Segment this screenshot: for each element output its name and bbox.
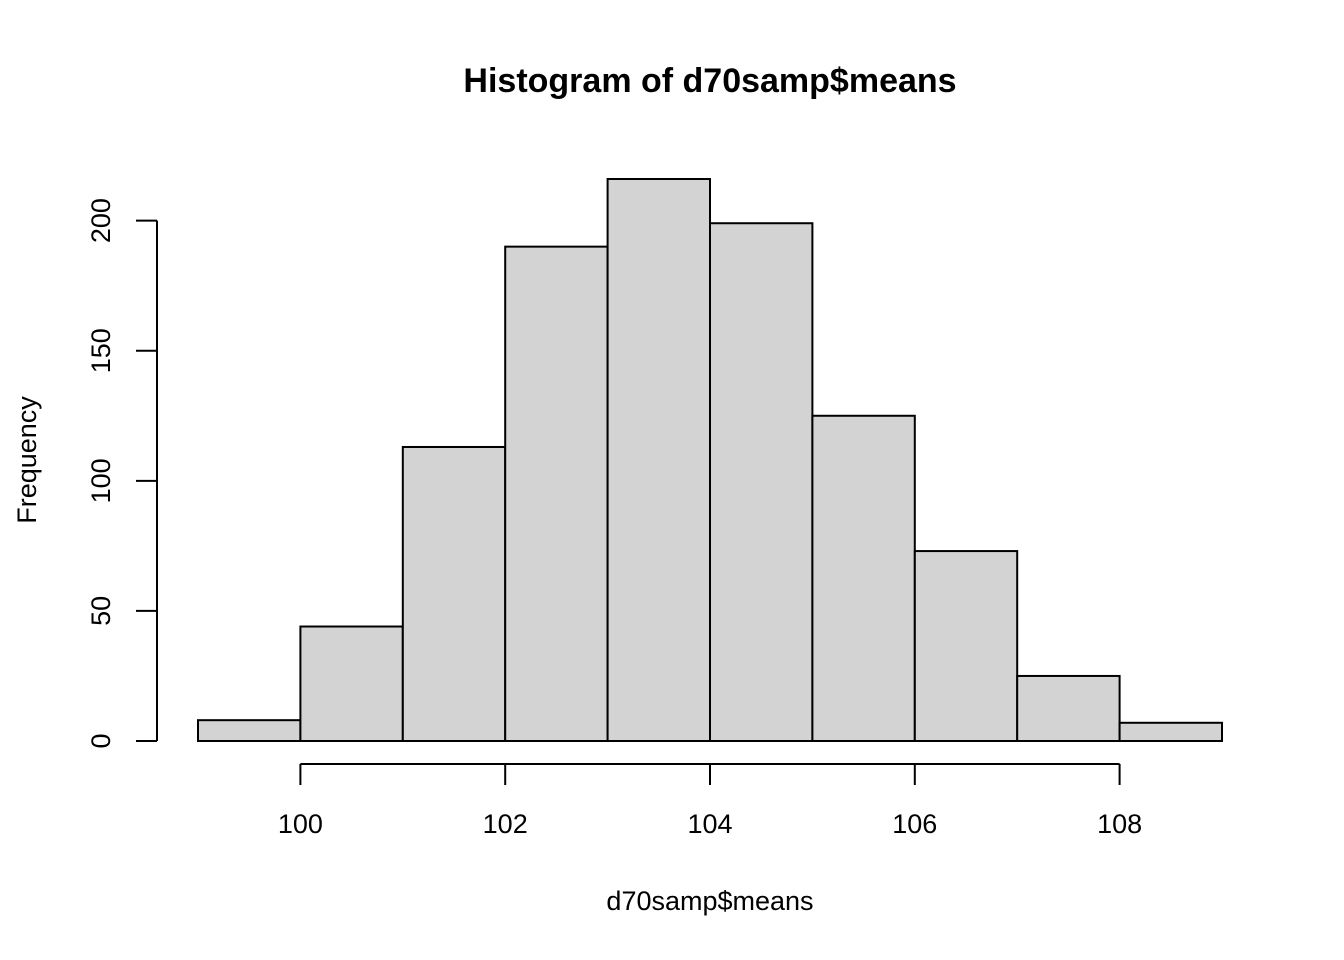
x-tick-label: 100	[278, 809, 323, 839]
x-axis-label: d70samp$means	[606, 886, 813, 916]
x-tick-label: 102	[483, 809, 528, 839]
histogram-bar-4	[606, 178, 711, 742]
histogram-bar-0	[197, 719, 302, 742]
x-tick-label: 104	[687, 809, 732, 839]
histogram-bar-6	[811, 414, 916, 742]
y-axis: 0 50 100 150 200	[86, 198, 158, 749]
histogram-bar-9	[1118, 721, 1223, 743]
y-tick-label: 200	[86, 198, 116, 243]
y-tick-label: 50	[86, 596, 116, 626]
histogram-bar-1	[299, 625, 404, 742]
histogram-bar-5	[709, 222, 814, 742]
y-tick-label: 0	[86, 733, 116, 748]
histogram-bar-2	[401, 445, 507, 742]
histogram-bar-8	[1016, 674, 1121, 742]
x-tick-label: 106	[892, 809, 937, 839]
histogram-bar-3	[504, 245, 609, 742]
bars-group	[197, 178, 1223, 743]
x-axis: 100 102 104 106 108	[278, 763, 1142, 839]
y-tick-label: 100	[86, 458, 116, 503]
histogram-bar-7	[913, 550, 1019, 742]
x-tick-label: 108	[1097, 809, 1142, 839]
y-axis-label: Frequency	[12, 396, 42, 524]
y-tick-label: 150	[86, 328, 116, 373]
chart-title: Histogram of d70samp$means	[463, 62, 956, 100]
